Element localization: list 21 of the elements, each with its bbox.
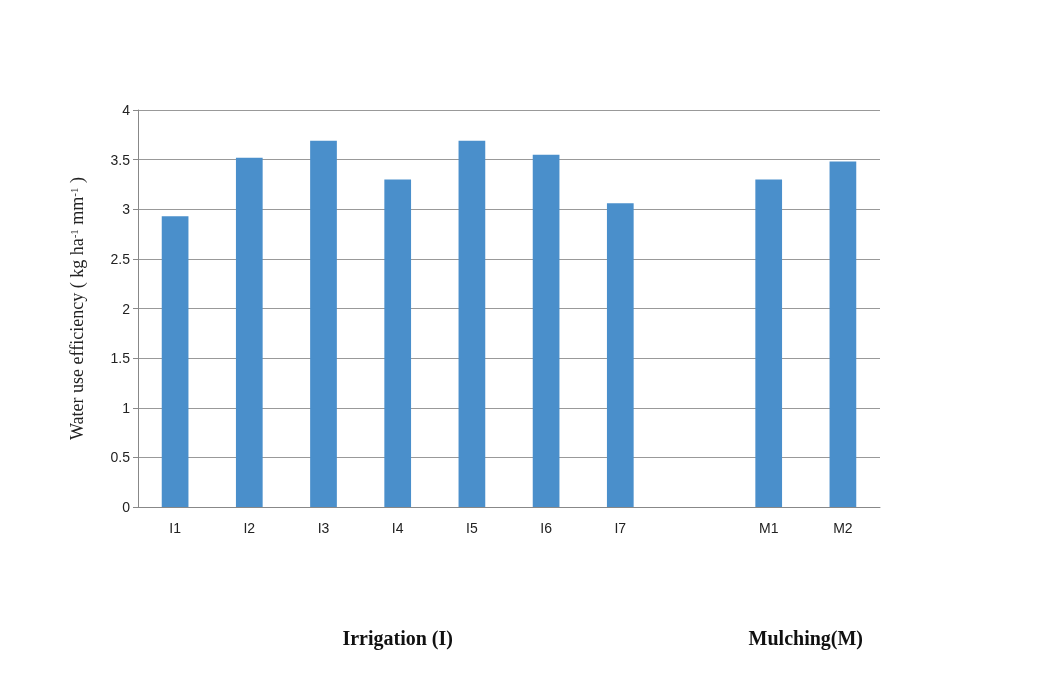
x-tick-label: M2 xyxy=(833,520,853,536)
y-tick-label: 4 xyxy=(122,102,131,118)
text: Irrigation (I) xyxy=(342,627,453,650)
x-tick-label: I2 xyxy=(243,520,256,536)
x-tick-label: I7 xyxy=(614,520,627,536)
y-tick-label: 3.5 xyxy=(110,151,131,168)
x-tick-label: I6 xyxy=(540,520,553,536)
y-tick-label: 2 xyxy=(122,300,131,317)
x-tick-label: M1 xyxy=(758,520,779,536)
y-tick-label: 0 xyxy=(122,499,131,515)
y-tick-label: 1 xyxy=(122,399,131,416)
y-tick-label: 2.5 xyxy=(110,250,131,267)
x-tick-label: I4 xyxy=(391,520,404,536)
x-tick-label: I5 xyxy=(466,520,478,536)
x-tick-label: I3 xyxy=(317,520,330,536)
y-tick-label: 0.5 xyxy=(110,449,131,466)
y-axis-title: Water use efficiency ( kg ha-1 mm-1 ) xyxy=(67,177,88,440)
y-tick-label: 1.5 xyxy=(110,350,131,367)
y-tick-label: 3 xyxy=(122,201,131,218)
x-tick-label: I1 xyxy=(169,520,182,536)
text: Mulching(M) xyxy=(748,627,864,650)
